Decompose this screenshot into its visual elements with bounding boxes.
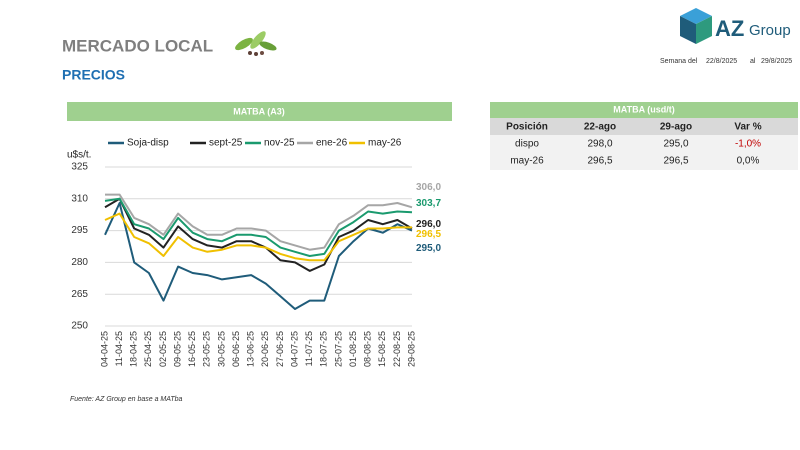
table-body: [490, 135, 798, 170]
table-cell: -1,0%: [735, 139, 761, 150]
legend-label: may-26: [368, 138, 402, 149]
week-sep: al: [750, 58, 756, 65]
table-cell: dispo: [515, 139, 539, 150]
logo: AZ Group: [680, 8, 791, 44]
x-tick-label: 13-06-25: [246, 331, 256, 367]
table-header-cell: 22-ago: [584, 122, 616, 133]
value-label: 296,5: [416, 229, 441, 240]
table-cell: may-26: [510, 156, 544, 167]
series-line: [104, 197, 413, 272]
value-label: 296,0: [416, 219, 441, 230]
chart: 250 265 280 295 310 325 04-04-25 11-04-25 18-04-…: [71, 138, 441, 367]
table-header-cell: 29-ago: [660, 122, 692, 133]
x-tick-label: 16-05-25: [187, 331, 197, 367]
legend-label: ene-26: [316, 138, 348, 149]
logo-text: AZ: [715, 16, 744, 41]
value-label: 303,7: [416, 198, 441, 209]
x-tick-label: 06-06-25: [231, 331, 241, 367]
y-tick-label: 250: [71, 321, 88, 332]
legend-label: nov-25: [264, 138, 295, 149]
x-tick-label: 22-08-25: [392, 331, 402, 367]
legend-label: sept-25: [209, 138, 243, 149]
y-tick-label: 295: [71, 225, 88, 236]
y-tick-label: 265: [71, 289, 88, 300]
x-tick-label: 08-08-25: [363, 331, 373, 367]
x-tick-label: 04-07-25: [289, 331, 299, 367]
series-line: [104, 212, 412, 262]
table-head-row: [490, 118, 798, 135]
page-title: MERCADO LOCAL: [62, 36, 213, 55]
table-title: MATBA (usd/t): [613, 104, 674, 114]
y-tick-label: 325: [71, 162, 88, 173]
plant-icon: [235, 31, 277, 56]
x-tick-label: 09-05-25: [172, 331, 182, 367]
x-tick-label: 01-08-25: [348, 331, 358, 367]
x-tick-label: 15-08-25: [377, 331, 387, 367]
week-start: 22/8/2025: [706, 58, 737, 65]
y-tick-label: 310: [71, 193, 88, 204]
source: Fuente: AZ Group en base a MATba: [70, 396, 183, 403]
x-tick-label: 30-05-25: [216, 331, 226, 367]
x-tick-label: 18-04-25: [129, 331, 139, 367]
x-tick-label: 27-06-25: [275, 331, 285, 367]
x-tick-label: 25-04-25: [143, 331, 153, 367]
x-tick-label: 11-07-25: [304, 331, 314, 366]
series-line: [105, 193, 413, 251]
week-end: 29/8/2025: [761, 58, 792, 65]
table-cell: 0,0%: [737, 156, 760, 167]
panel-title: MATBA (A3): [233, 106, 285, 116]
table: Posición 22-ago 29-ago Var % dispo 298,0 295,0…: [506, 122, 762, 167]
y-tick-label: 280: [71, 257, 88, 268]
x-tick-label: 20-06-25: [260, 331, 270, 367]
table-header: [490, 102, 798, 118]
page-subtitle: PRECIOS: [62, 67, 125, 83]
table-cell: 298,0: [587, 139, 612, 150]
x-tick-label: 29-08-25: [406, 331, 416, 367]
x-tick-label: 04-04-25: [99, 331, 109, 367]
value-label: 295,0: [416, 243, 441, 254]
panel-header: [67, 102, 452, 121]
value-label: 306,0: [416, 182, 441, 193]
week-label: Semana del: [660, 58, 698, 65]
table-header-cell: Posición: [506, 122, 548, 133]
series-line: [104, 202, 413, 310]
x-tick-label: 25-07-25: [333, 331, 343, 367]
x-tick-label: 18-07-25: [319, 331, 329, 367]
table-cell: 296,5: [587, 156, 612, 167]
x-tick-label: 11-04-25: [114, 331, 124, 366]
y-axis-label: u$s/t.: [67, 150, 91, 161]
legend-label: Soja-disp: [127, 138, 169, 149]
table-cell: 295,0: [663, 139, 688, 150]
x-tick-label: 02-05-25: [158, 331, 168, 367]
table-cell: 296,5: [663, 156, 688, 167]
series-line: [104, 197, 413, 257]
logo-subtext: Group: [749, 22, 791, 39]
table-header-cell: Var %: [734, 122, 761, 133]
x-tick-label: 23-05-25: [202, 331, 212, 367]
